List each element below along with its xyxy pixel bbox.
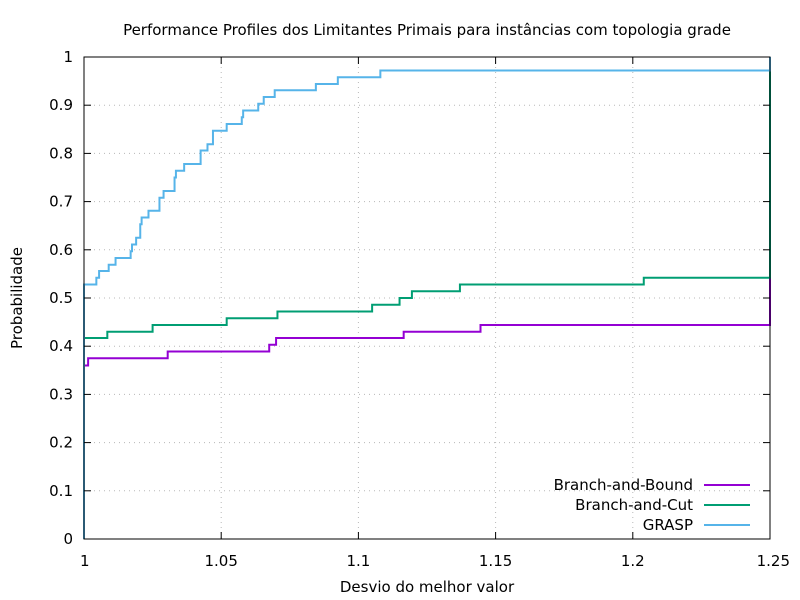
legend-label-branch-and-bound: Branch-and-Bound (554, 476, 693, 494)
y-tick-label: 0.9 (49, 96, 73, 114)
y-tick-label: 0.5 (49, 289, 73, 307)
chart-title: Performance Profiles dos Limitantes Prim… (123, 21, 731, 39)
y-tick-label: 0.7 (49, 193, 73, 211)
legend-label-grasp: GRASP (643, 516, 693, 534)
y-tick-label: 0.8 (49, 144, 73, 162)
y-tick-label: 0 (63, 530, 73, 548)
series-line-branch-and-cut (83, 57, 771, 539)
x-tick-label: 1.25 (757, 552, 790, 570)
x-tick-label: 1.05 (204, 552, 237, 570)
x-tick-label: 1.2 (621, 552, 645, 570)
x-tick-label: 1.15 (479, 552, 512, 570)
series-line-branch-and-bound (83, 57, 771, 539)
y-tick-label: 0.2 (49, 434, 73, 452)
plot-area (83, 57, 771, 539)
y-tick-label: 0.3 (49, 385, 73, 403)
grid (83, 56, 771, 540)
x-tick-label: 1.1 (346, 552, 370, 570)
x-tick-label: 1 (80, 552, 90, 570)
y-tick-label: 0.1 (49, 482, 73, 500)
y-tick-label: 0.6 (49, 241, 73, 259)
x-axis-label: Desvio do melhor valor (340, 578, 515, 596)
plot-frame (83, 56, 771, 540)
legend-label-branch-and-cut: Branch-and-Cut (575, 496, 693, 514)
y-tick-label: 0.4 (49, 337, 73, 355)
y-tick-label: 1 (63, 48, 73, 66)
y-axis-label: Probabilidade (8, 247, 26, 349)
legend: Branch-and-Bound Branch-and-Cut GRASP (554, 476, 750, 534)
series-line-grasp (83, 57, 771, 539)
axes: 0 0.1 0.2 0.3 0.4 0.5 0.6 0.7 0.8 0.9 1 1 1.05 1.1 1.1… (49, 48, 790, 570)
